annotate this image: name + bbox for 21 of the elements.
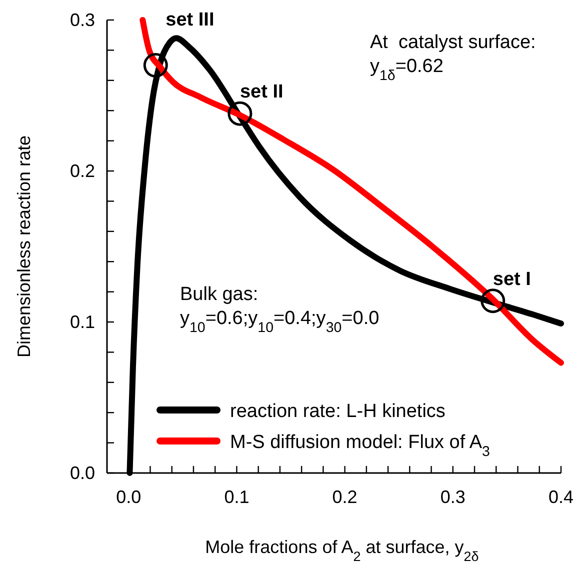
annotation: set II (240, 82, 284, 103)
point (143, 53, 168, 78)
annotation: set I (492, 268, 531, 290)
annotation: set III (166, 9, 214, 30)
y-axis-title: Dimensionless reaction rate (14, 135, 34, 358)
y-tick-label: 0.1 (70, 312, 95, 332)
y-tick-label: 0.3 (70, 10, 95, 30)
x-tick-label: 0.3 (440, 487, 466, 507)
point (480, 288, 506, 314)
legend-label: reaction rate: L-H kinetics (230, 401, 446, 422)
point (228, 101, 252, 126)
x-tick-label: 0.1 (224, 487, 250, 507)
annotation: At catalyst surface: y$_{1δ}$=0.62 (370, 32, 536, 84)
x-tick-label: 0.0 (116, 487, 142, 507)
x-tick-label: 0.4 (548, 487, 574, 507)
x-axis-title: Mole fractions of A$_{2}$ at surface, y$_{2δ}$ (205, 537, 479, 564)
y-tick-label: 0.2 (70, 161, 95, 181)
annotation: Bulk gas: y$_{10}$=0.6;y$_{10}$=0.4;y$_{30}$=0.0 (180, 284, 380, 336)
y-tick-label: 0.0 (70, 463, 95, 483)
legend-label: M-S diffusion model: Flux of A$_{3}$ (230, 432, 490, 460)
x-tick-label: 0.2 (332, 487, 358, 507)
